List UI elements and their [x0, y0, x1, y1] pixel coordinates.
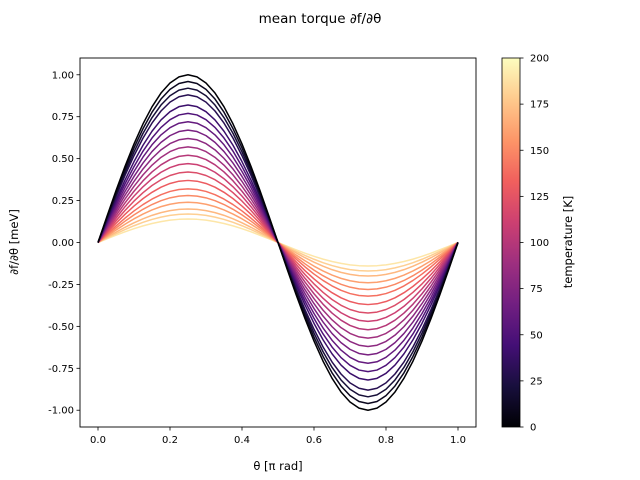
colorbar-label: temperature [K] [561, 196, 575, 288]
colorbar-tick-label: 25 [530, 376, 543, 387]
chart-title: mean torque ∂f/∂θ [259, 11, 382, 27]
y-tick-label: 1.00 [52, 70, 74, 81]
y-tick-label: 0.25 [52, 196, 74, 207]
y-tick-label: -1.00 [48, 406, 74, 417]
y-tick-label: 0.50 [52, 154, 74, 165]
y-tick-label: -0.25 [48, 280, 74, 291]
series-group [97, 74, 459, 411]
colorbar [502, 58, 520, 427]
x-tick-label: 0.2 [162, 435, 178, 446]
x-axis-label: θ [π rad] [253, 459, 302, 473]
x-tick-label: 0.4 [234, 435, 250, 446]
y-axis-label: ∂f/∂θ [meV] [7, 209, 21, 275]
x-tick-label: 0.8 [378, 435, 394, 446]
x-tick-label: 0.0 [90, 435, 106, 446]
x-tick-label: 1.0 [450, 435, 466, 446]
colorbar-tick-label: 175 [530, 100, 549, 111]
colorbar-tick-label: 125 [530, 192, 549, 203]
colorbar-axis: 0 25 50 75 100 125 150 175 200 [520, 54, 549, 434]
x-tick-label: 0.6 [306, 435, 322, 446]
colorbar-tick-label: 150 [530, 146, 549, 157]
y-tick-label: 0.75 [52, 112, 74, 123]
y-tick-label: -0.75 [48, 364, 74, 375]
y-tick-label: 0.00 [52, 238, 74, 249]
colorbar-tick-label: 50 [530, 330, 543, 341]
colorbar-tick-label: 200 [530, 54, 549, 65]
colorbar-tick-label: 0 [530, 423, 536, 434]
y-axis: -1.00 -0.75 -0.50 -0.25 0.00 0.25 0.50 0.75 1.00 [48, 70, 80, 417]
colorbar-tick-label: 75 [530, 284, 543, 295]
colorbar-tick-label: 100 [530, 238, 549, 249]
y-tick-label: -0.50 [48, 322, 74, 333]
series-line-T0 [97, 74, 459, 411]
x-axis: 0.0 0.2 0.4 0.6 0.8 1.0 [90, 427, 466, 446]
